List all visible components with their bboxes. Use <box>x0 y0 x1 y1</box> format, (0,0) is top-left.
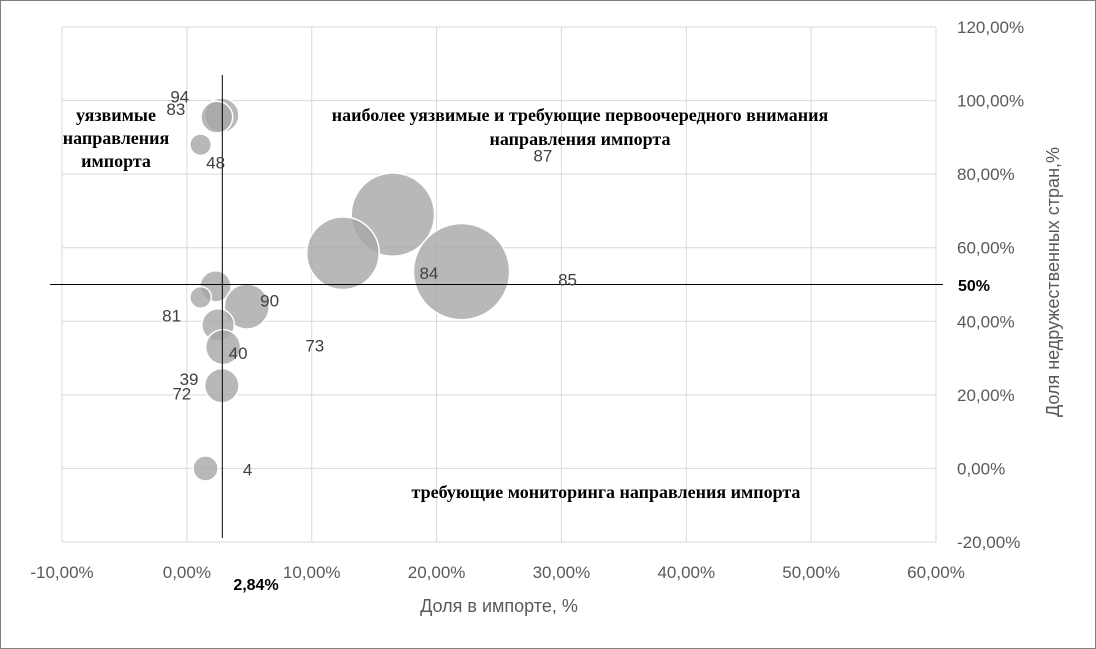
y-tick-label: 120,00% <box>957 18 1024 37</box>
bubble-label-73: 73 <box>305 337 324 356</box>
bubble-label-85: 85 <box>558 271 577 290</box>
threshold-y-label: 50% <box>958 278 990 295</box>
bubble-label-81: 81 <box>162 306 181 325</box>
x-tick-label: 40,00% <box>657 563 715 582</box>
bubble-label-94: 94 <box>170 87 189 106</box>
bubble-84 <box>305 216 380 291</box>
x-tick-label: -10,00% <box>30 563 93 582</box>
annotation-bottom: требующие мониторинга направления импорт… <box>412 482 801 502</box>
bubble-label-83: 83 <box>166 100 185 119</box>
bubble-81 <box>189 285 213 309</box>
x-tick-label: 0,00% <box>163 563 211 582</box>
bubble-4 <box>192 455 219 482</box>
x-tick-label: 10,00% <box>283 563 341 582</box>
y-tick-label: 60,00% <box>957 239 1015 258</box>
y-tick-labels: -20,00% 0,00% 20,00% 40,00% 60,00% 80,00% 100,… <box>957 18 1024 552</box>
annotation-top-right-1: наиболее уязвимые и требующие первоочере… <box>332 105 829 125</box>
threshold-x-label: 2,84% <box>233 577 278 594</box>
x-tick-label: 60,00% <box>907 563 965 582</box>
y-tick-label: 0,00% <box>957 459 1005 478</box>
bubble-48 <box>189 133 213 157</box>
bubble-85 <box>412 222 511 321</box>
bubble-label-84: 84 <box>419 264 438 283</box>
x-tick-labels: -10,00% 0,00% 10,00% 20,00% 30,00% 40,00% 50,0… <box>30 563 965 582</box>
bubble-label-4: 4 <box>243 460 252 479</box>
annotation-top-left-1: уязвимые <box>76 105 156 125</box>
x-tick-label: 50,00% <box>782 563 840 582</box>
annotation-top-right-2: направления импорта <box>490 129 671 149</box>
x-tick-label: 20,00% <box>408 563 466 582</box>
annotation-top-left-3: импорта <box>81 151 151 171</box>
y-tick-label: 40,00% <box>957 312 1015 331</box>
x-tick-label: 30,00% <box>533 563 591 582</box>
y-tick-label: 100,00% <box>957 92 1024 111</box>
bubble-label-87: 87 <box>533 147 552 166</box>
bubbles <box>189 97 511 482</box>
bubble-label-90: 90 <box>260 291 279 310</box>
x-axis-title: Доля в импорте, % <box>420 596 578 616</box>
threshold-lines <box>50 75 943 538</box>
y-tick-label: 80,00% <box>957 165 1015 184</box>
y-axis-title: Доля недружественных стран,% <box>1043 147 1063 417</box>
y-tick-label: 20,00% <box>957 386 1015 405</box>
annotation-top-left-2: направления <box>63 128 170 148</box>
bubble-83 <box>200 100 234 134</box>
y-tick-label: -20,00% <box>957 533 1020 552</box>
bubble-label-40: 40 <box>229 344 248 363</box>
bubble-label-72: 72 <box>172 385 191 404</box>
bubble-label-39: 39 <box>180 370 199 389</box>
bubble-label-48: 48 <box>206 154 225 173</box>
bubble-39 <box>204 328 242 366</box>
